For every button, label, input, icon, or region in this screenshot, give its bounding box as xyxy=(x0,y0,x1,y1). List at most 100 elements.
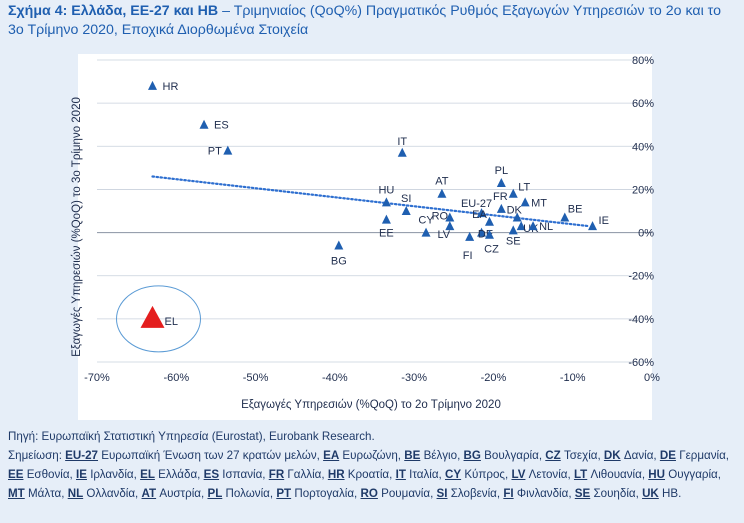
x-tick-label: -40% xyxy=(322,372,348,384)
note-code: FR xyxy=(268,468,285,481)
highlight-ellipse xyxy=(116,285,201,353)
point-label-bg: BG xyxy=(331,256,347,268)
y-tick-label: 0% xyxy=(638,228,654,240)
note-code: EA xyxy=(323,449,340,462)
point-marker-lt xyxy=(508,188,518,198)
note-name: Ρουμανία, xyxy=(377,487,437,500)
point-label-eu-27: EU-27 xyxy=(461,198,492,210)
point-marker-eu-27 xyxy=(477,208,487,218)
point-marker-cy xyxy=(421,227,431,237)
point-label-pt: PT xyxy=(208,146,222,158)
note-name: Κύπρος, xyxy=(461,468,512,481)
tick-labels: 80% 60% 40% 20% 0% -20% -40% -60% -70% -60% -50% -4… xyxy=(84,55,660,384)
point-label-dk: DK xyxy=(507,204,523,216)
note-name: Πολωνία, xyxy=(222,487,277,500)
note-name: Βέλγιο, xyxy=(420,449,464,462)
point-label-ro: RO xyxy=(432,210,449,222)
note-name: Λιθουανία, xyxy=(587,468,649,481)
point-marker-it xyxy=(397,147,407,157)
point-label-ee: EE xyxy=(379,228,394,240)
y-tick-label: -40% xyxy=(628,314,654,326)
note-name: ΗΒ. xyxy=(658,487,682,500)
note-name: Τσεχία, xyxy=(560,449,604,462)
point-marker-lv xyxy=(445,221,455,231)
source-line: Πηγή: Ευρωπαϊκή Στατιστική Υπηρεσία (Eur… xyxy=(8,430,375,443)
point-marker-mt xyxy=(520,197,530,207)
note-name: Μάλτα, xyxy=(24,487,68,500)
note-name: Ισπανία, xyxy=(219,468,269,481)
point-marker-pt xyxy=(223,145,233,155)
point-marker-el xyxy=(140,305,165,328)
point-marker-pl xyxy=(496,177,506,187)
notes-prefix: Σημείωση: xyxy=(8,449,66,462)
note-name: Ευρωζώνη, xyxy=(339,449,405,462)
figure-title-bold: Σχήμα 4: Ελλάδα, ΕΕ-27 και ΗΒ xyxy=(8,3,219,19)
y-tick-label: 40% xyxy=(632,141,654,153)
point-marker-at xyxy=(437,188,447,198)
note-code: LT xyxy=(573,468,588,481)
note-code: BE xyxy=(404,449,421,462)
note-code: UK xyxy=(642,487,659,500)
x-tick-label: -10% xyxy=(560,372,586,384)
note-code: HR xyxy=(327,468,345,481)
note-code: EL xyxy=(140,468,155,481)
note-code: HU xyxy=(648,468,666,481)
point-marker-hr xyxy=(148,80,157,90)
note-name: Γαλλία, xyxy=(284,468,328,481)
note-name: Λετονία, xyxy=(525,468,574,481)
note-code: SI xyxy=(436,487,448,500)
note-name: Εσθονία, xyxy=(23,468,76,481)
point-marker-dk xyxy=(512,212,522,222)
note-code: DK xyxy=(603,449,621,462)
point-marker-fi xyxy=(465,231,475,241)
scatter-chart: 80% 60% 40% 20% 0% -20% -40% -60% -70% -60% -50% -4… xyxy=(71,55,660,411)
y-tick-label: 20% xyxy=(632,184,654,196)
point-label-it: IT xyxy=(397,136,407,148)
note-name: Ευρωπαϊκή Ένωση των 27 κρατών μελών, xyxy=(98,449,324,462)
point-label-ie: IE xyxy=(599,215,609,227)
note-name: Φινλανδία, xyxy=(513,487,575,500)
x-tick-label: -30% xyxy=(401,372,427,384)
point-label-fi: FI xyxy=(463,250,473,262)
note-code: NL xyxy=(67,487,84,500)
point-label-fr: FR xyxy=(493,191,508,203)
note-code: EE xyxy=(8,468,24,481)
x-axis-label: Εξαγωγές Υπηρεσιών (%QoQ) το 2ο Τρίμηνο … xyxy=(241,399,501,411)
y-tick-label: -20% xyxy=(628,271,654,283)
point-marker-hu xyxy=(381,197,391,207)
note-code: CZ xyxy=(545,449,561,462)
note-name: Αυστρία, xyxy=(156,487,208,500)
x-tick-label: -20% xyxy=(481,372,507,384)
y-axis-label: Εξαγωγές Υπηρεσιών (%QoQ) το 3ο Τρίμηνο … xyxy=(71,97,83,357)
y-tick-label: 60% xyxy=(632,98,654,110)
point-marker-de xyxy=(477,227,487,237)
point-label-cz: CZ xyxy=(484,244,499,256)
note-code: FI xyxy=(503,487,514,500)
point-label-pl: PL xyxy=(495,165,508,177)
point-marker-bg xyxy=(334,240,344,250)
point-label-hr: HR xyxy=(163,81,179,93)
x-tick-label: -70% xyxy=(84,372,110,384)
x-tick-label: 0% xyxy=(644,372,660,384)
point-label-cy: CY xyxy=(418,215,434,227)
point-label-es: ES xyxy=(214,120,229,132)
note-code: EU-27 xyxy=(65,449,99,462)
note-name: Ολλανδία, xyxy=(83,487,142,500)
point-label-mt: MT xyxy=(531,197,547,209)
point-label-el: EL xyxy=(165,316,178,328)
notes-list: Σημείωση: EU-27 Ευρωπαϊκή Ένωση των 27 κ… xyxy=(8,446,740,503)
note-code: DE xyxy=(659,449,676,462)
note-name: Ουγγαρία, xyxy=(665,468,721,481)
note-name: Βουλγαρία, xyxy=(480,449,546,462)
point-label-si: SI xyxy=(401,193,411,205)
point-marker-es xyxy=(199,119,209,129)
note-code: LV xyxy=(511,468,526,481)
note-code: RO xyxy=(360,487,378,500)
point-label-se: SE xyxy=(506,235,521,247)
note-name: Ιρλανδία, xyxy=(86,468,141,481)
data-points: HRESPTITHUEESIBGATCYROLVEU-27EAFIDECZPLF… xyxy=(116,80,609,353)
point-label-at: AT xyxy=(435,176,449,188)
figure-title: Σχήμα 4: Ελλάδα, ΕΕ-27 και ΗΒ – Τριμηνια… xyxy=(8,2,738,40)
point-marker-ee xyxy=(381,214,391,224)
y-tick-label: -60% xyxy=(628,357,654,369)
